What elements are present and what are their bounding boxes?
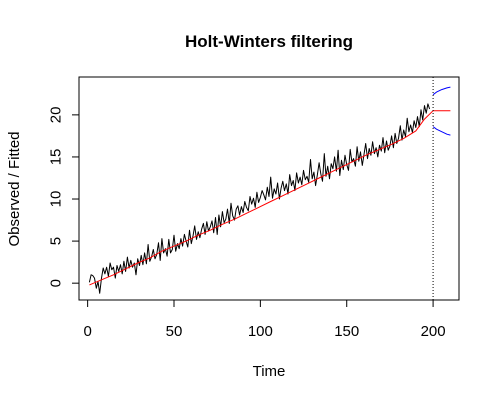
x-axis: 0 50 100 150 200	[83, 299, 446, 340]
y-tick-label: 15	[47, 149, 64, 166]
y-ticks: 0 5 10 15 20	[47, 107, 79, 287]
chart-title: Holt-Winters filtering	[185, 32, 353, 51]
x-ticks: 0 50 100 150 200	[83, 300, 446, 340]
y-tick-label: 0	[47, 279, 64, 287]
y-axis: 0 5 10 15 20	[47, 107, 80, 287]
y-axis-label: Observed / Fitted	[6, 131, 23, 246]
y-tick-label: 5	[47, 237, 64, 245]
x-tick-label: 200	[421, 323, 446, 340]
y-tick-label: 20	[47, 107, 64, 124]
x-tick-label: 150	[334, 323, 359, 340]
x-tick-label: 100	[248, 323, 273, 340]
series-line-upper	[432, 86, 451, 96]
x-tick-label: 50	[166, 323, 183, 340]
x-axis-label: Time	[253, 363, 286, 380]
series-layer	[88, 77, 451, 300]
series-line-lower	[432, 126, 451, 136]
plot-frame	[78, 76, 460, 301]
x-tick-label: 0	[83, 323, 91, 340]
series-line-fitted	[89, 110, 434, 286]
series-line-observed	[88, 103, 431, 294]
y-tick-label: 10	[47, 191, 64, 208]
